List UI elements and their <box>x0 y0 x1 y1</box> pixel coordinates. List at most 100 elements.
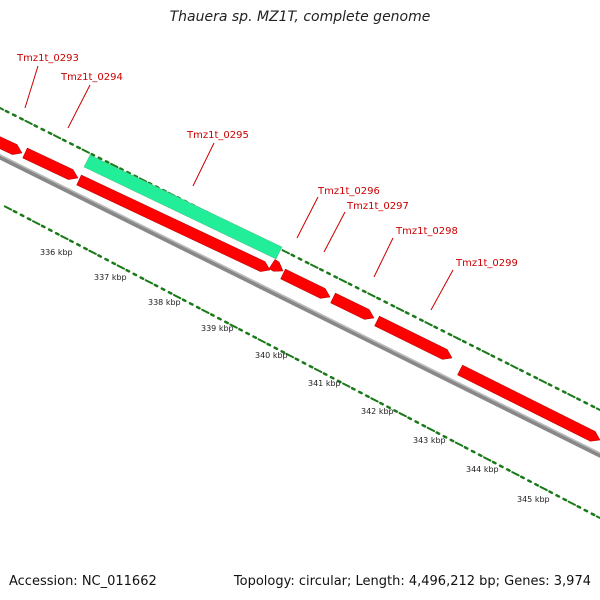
gene-arrow-tmz1t-0293[interactable] <box>0 133 23 155</box>
outer-gc-tick <box>318 267 324 272</box>
outer-gc-tick <box>90 152 96 157</box>
inner-gc-tick <box>539 485 548 492</box>
inner-gc-tick <box>527 479 532 483</box>
gene-arrow-tmz1t-0297[interactable] <box>280 268 331 299</box>
inner-gc-tick <box>12 209 18 214</box>
inner-gc-tick <box>209 313 215 317</box>
outer-gc-tick <box>290 253 296 258</box>
gene-label[interactable]: Tmz1t_0299 <box>455 258 518 269</box>
inner-gc-tick <box>111 261 117 266</box>
outer-gc-tick <box>297 257 303 261</box>
gene-arrow-tmz1t-0299[interactable] <box>374 315 453 360</box>
outer-gc-tick <box>433 325 439 330</box>
gene-arrow-next[interactable] <box>457 364 600 442</box>
scale-tick-label: 345 kbp <box>517 495 550 504</box>
outer-gc-tick <box>347 282 353 287</box>
selected-gene-tmz1t-0295[interactable] <box>83 154 283 260</box>
outer-gc-tick <box>61 138 67 143</box>
inner-gc-tick <box>216 316 222 321</box>
gene-label[interactable]: Tmz1t_0295 <box>186 130 249 141</box>
inner-gc-tick <box>273 346 279 351</box>
inner-gc-tick <box>442 434 448 439</box>
inner-gc-tick <box>426 426 436 433</box>
gene-leader-line <box>323 211 346 253</box>
outer-gc-tick <box>404 311 410 315</box>
gene-arrow-tmz1t-0296[interactable] <box>268 259 284 272</box>
inner-gc-tick <box>167 291 173 295</box>
inner-gc-tick <box>350 386 356 391</box>
inner-gc-tick <box>224 320 229 325</box>
inner-gc-tick <box>144 279 154 285</box>
gene-leader-line <box>24 65 39 109</box>
gene-leader-line <box>430 269 454 311</box>
inner-gc-tick <box>294 357 300 362</box>
gene-arrow-tmz1t-0294[interactable] <box>22 147 79 180</box>
scale-tick-label: 343 kbp <box>413 436 446 445</box>
outer-gc-tick <box>281 249 290 255</box>
inner-gc-tick <box>116 264 125 270</box>
inner-gc-tick <box>266 342 272 347</box>
outer-gc-tick <box>583 400 589 405</box>
outer-gc-tick <box>526 372 532 376</box>
inner-gc-tick <box>379 401 384 406</box>
inner-gc-tick <box>257 338 266 344</box>
gene-arrow-tmz1t-0295[interactable] <box>76 174 271 272</box>
scale-tick-label: 342 kbp <box>361 407 394 416</box>
outer-gc-tick <box>424 321 433 327</box>
outer-gc-tick <box>97 156 103 161</box>
gene-label[interactable]: Tmz1t_0297 <box>346 201 409 212</box>
outer-gc-tick <box>68 142 74 146</box>
outer-gc-tick <box>390 303 396 308</box>
inner-gc-tick <box>329 375 335 380</box>
inner-gc-tick <box>31 220 41 226</box>
gene-label[interactable]: Tmz1t_0294 <box>60 72 123 83</box>
outer-gc-tick <box>326 271 332 276</box>
inner-gc-tick <box>280 350 286 354</box>
inner-gc-tick <box>398 412 407 418</box>
inner-gc-tick <box>342 382 351 388</box>
inner-gc-tick <box>520 475 525 480</box>
gene-leader-line <box>67 84 91 129</box>
outer-gc-tick <box>554 386 560 391</box>
outer-gc-tick <box>18 116 24 121</box>
inner-gc-tick <box>576 505 582 509</box>
inner-gc-tick <box>583 508 589 513</box>
inner-gc-tick <box>40 224 46 229</box>
outer-gc-tick <box>33 124 39 128</box>
inner-gc-tick <box>483 456 492 462</box>
outer-gc-tick <box>76 145 82 150</box>
inner-gc-tick <box>595 515 600 520</box>
outer-gc-tick <box>461 339 467 344</box>
outer-gc-tick <box>47 131 53 136</box>
gene-arrow-tmz1t-0298[interactable] <box>330 292 375 320</box>
inner-gc-tick <box>201 308 210 314</box>
outer-gc-tick <box>4 109 10 114</box>
gene-label[interactable]: Tmz1t_0298 <box>395 226 458 237</box>
outer-gc-tick <box>11 113 17 118</box>
gene-label[interactable]: Tmz1t_0293 <box>16 53 79 64</box>
backbone-highlight <box>0 154 600 454</box>
inner-gc-tick <box>125 268 131 273</box>
outer-gc-tick <box>418 318 424 322</box>
outer-gc-tick <box>547 382 553 387</box>
inner-gc-tick <box>160 287 166 292</box>
inner-gc-tick <box>238 327 244 332</box>
outer-gc-tick <box>133 174 139 179</box>
inner-gc-tick <box>357 390 363 395</box>
scale-tick-label: 341 kbp <box>308 379 341 388</box>
inner-gc-tick <box>470 449 476 454</box>
outer-gc-tick <box>395 306 405 312</box>
gene-label[interactable]: Tmz1t_0296 <box>317 186 380 197</box>
scale-tick-label: 344 kbp <box>466 465 499 474</box>
outer-gc-tick <box>81 148 90 154</box>
inner-gc-tick <box>68 239 74 244</box>
outer-gc-tick <box>440 329 446 333</box>
outer-gc-tick <box>361 289 367 294</box>
outer-gc-tick <box>447 332 453 337</box>
outer-gc-tick <box>118 167 124 171</box>
inner-gc-tick <box>505 468 511 472</box>
outer-gc-tick <box>561 390 567 394</box>
outer-gc-tick <box>481 349 490 356</box>
outer-gc-tick <box>333 275 339 279</box>
